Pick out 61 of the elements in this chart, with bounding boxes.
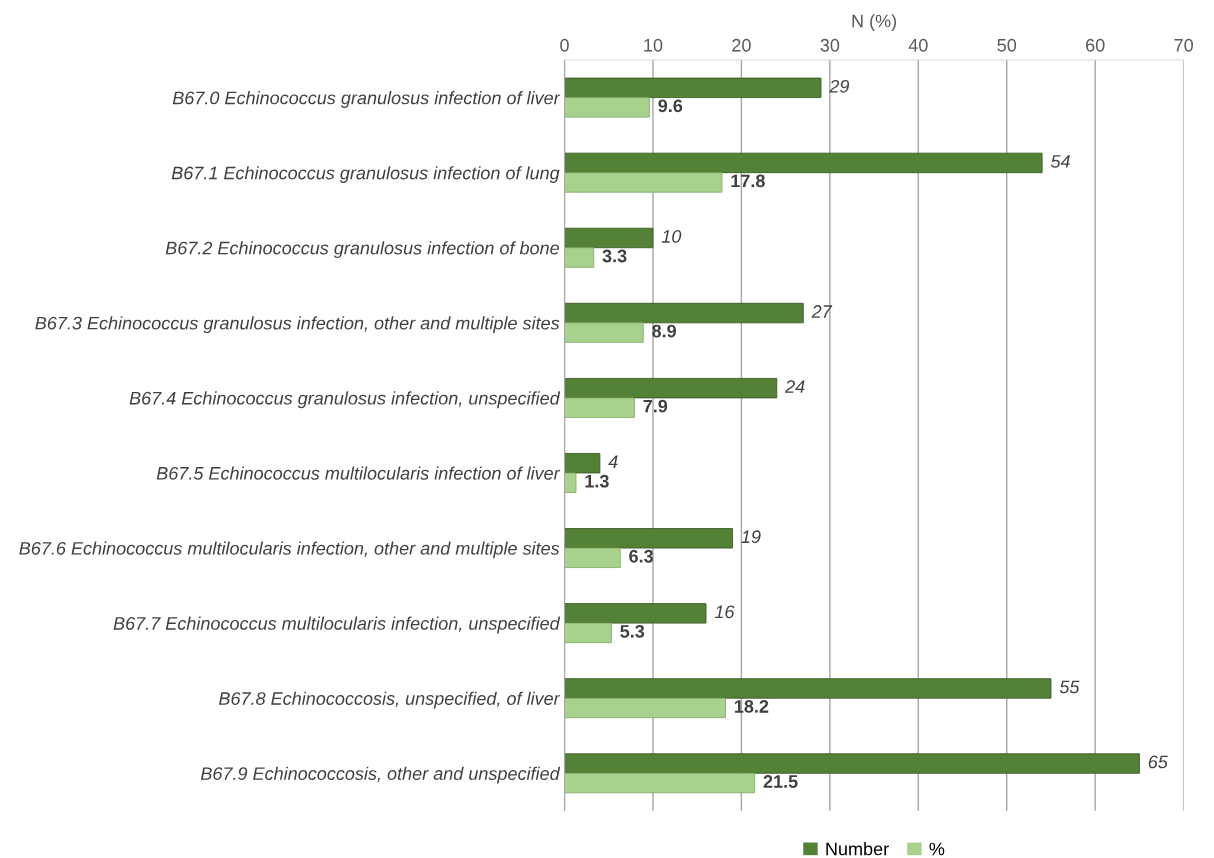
y-tick-label: B67.2 Echinococcus granulosus infection of bone bbox=[165, 241, 559, 259]
bar bbox=[564, 547, 621, 568]
data-label: 19 bbox=[741, 530, 761, 544]
x-axis-title: N (%) bbox=[852, 14, 897, 31]
legend-label: % bbox=[929, 842, 945, 856]
data-label: 29 bbox=[829, 79, 850, 93]
y-tick-label: B67.4 Echinococcus granulosus infection, unspecified bbox=[129, 391, 561, 409]
bar bbox=[564, 472, 577, 493]
y-tick-label: B67.8 Echinococcosis, unspecified, of liver bbox=[218, 691, 561, 709]
data-label: 18.2 bbox=[734, 700, 769, 713]
bar bbox=[564, 247, 595, 268]
bar bbox=[564, 397, 635, 418]
data-label: 3.3 bbox=[602, 249, 627, 263]
data-label: 27 bbox=[811, 305, 833, 318]
x-tick-label: 20 bbox=[732, 38, 751, 52]
y-tick-label: B67.3 Echinococcus granulosus infection, other and multiple sites bbox=[35, 316, 560, 334]
x-tick-label: 70 bbox=[1174, 38, 1193, 52]
data-label: 5.3 bbox=[620, 624, 645, 638]
data-label: 21.5 bbox=[763, 775, 798, 788]
bar bbox=[564, 753, 1140, 774]
x-tick-label: 30 bbox=[820, 38, 840, 52]
bar bbox=[564, 97, 650, 118]
bar bbox=[564, 528, 733, 549]
data-label: 55 bbox=[1059, 680, 1080, 694]
bar bbox=[564, 622, 612, 644]
bar bbox=[564, 152, 1043, 174]
data-label: 8.9 bbox=[652, 324, 676, 338]
bar bbox=[564, 302, 804, 324]
bar bbox=[564, 377, 778, 399]
data-label: 1.3 bbox=[585, 474, 609, 488]
data-label: 24 bbox=[785, 380, 805, 393]
bar bbox=[564, 678, 1052, 699]
data-label: 6.3 bbox=[629, 549, 654, 563]
data-label: 17.8 bbox=[731, 174, 765, 188]
bar bbox=[564, 77, 822, 99]
data-label: 16 bbox=[714, 605, 735, 619]
bar bbox=[564, 172, 723, 193]
bar bbox=[564, 772, 756, 794]
x-tick-label: 50 bbox=[997, 38, 1017, 52]
bar bbox=[564, 603, 707, 624]
y-tick-label: B67.0 Echinococcus granulosus infection of liver bbox=[172, 91, 561, 108]
data-label: 10 bbox=[661, 230, 682, 243]
data-label: 65 bbox=[1148, 755, 1168, 769]
x-tick-label: 10 bbox=[644, 38, 663, 52]
data-label: 7.9 bbox=[643, 399, 668, 413]
bar bbox=[564, 227, 654, 249]
data-label: 9.6 bbox=[658, 99, 683, 113]
y-tick-label: B67.7 Echinococcus multilocularis infection, unspecified bbox=[113, 616, 561, 634]
bar bbox=[564, 453, 601, 474]
y-tick-label: B67.1 Echinococcus granulosus infection of lung bbox=[171, 166, 560, 183]
y-tick-label: B67.5 Echinococcus multilocularis infection of liver bbox=[156, 466, 561, 480]
y-tick-label: B67.6 Echinococcus multilocularis infection, other and multiple sites bbox=[19, 541, 560, 559]
x-tick-label: 40 bbox=[908, 38, 928, 52]
data-label: 54 bbox=[1050, 155, 1070, 168]
legend-label: Number bbox=[826, 842, 889, 856]
bar bbox=[564, 697, 726, 719]
data-label: 4 bbox=[608, 455, 618, 468]
x-tick-label: 60 bbox=[1086, 38, 1105, 52]
bar bbox=[564, 322, 644, 343]
x-tick-label: 0 bbox=[560, 38, 569, 52]
y-tick-label: B67.9 Echinococcosis, other and unspecified bbox=[200, 766, 561, 784]
